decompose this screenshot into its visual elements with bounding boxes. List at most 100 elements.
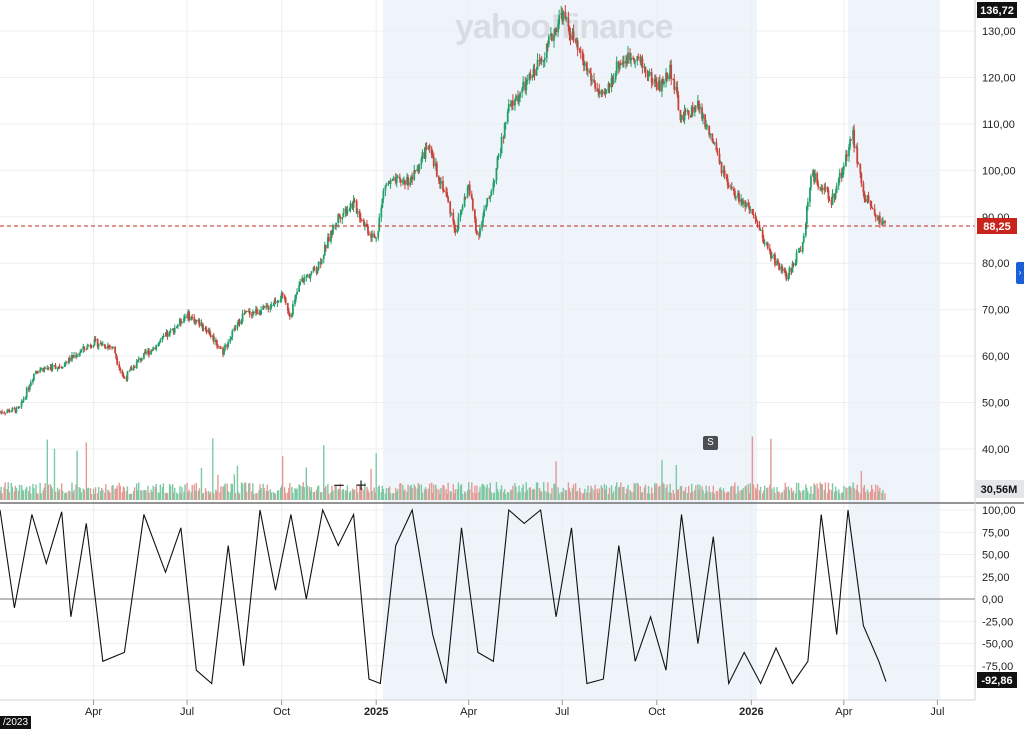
zoom-out-button[interactable]: − (332, 476, 346, 494)
candle-body (790, 267, 793, 273)
candle-body (747, 202, 750, 206)
volume-bar (665, 487, 667, 500)
candle-body (396, 176, 399, 178)
volume-bar (734, 482, 736, 500)
candle-body (763, 243, 766, 245)
zoom-in-button[interactable]: + (354, 476, 368, 494)
candle-body (180, 318, 182, 324)
volume-bar (171, 484, 174, 500)
time-tick-label: Oct (273, 706, 290, 718)
candle-body (766, 243, 769, 249)
candle-body (615, 61, 618, 74)
volume-bar (705, 485, 707, 500)
volume-bar (881, 492, 883, 500)
volume-bar (839, 493, 841, 500)
candle-body (561, 13, 564, 21)
volume-bar (436, 488, 438, 500)
candle-body (856, 147, 859, 164)
candle-body (824, 187, 827, 189)
time-tick-label: Jul (180, 706, 194, 718)
volume-bar (580, 492, 582, 500)
candle-body (207, 329, 210, 333)
candle-body (129, 368, 132, 371)
candle-body (190, 316, 193, 321)
volume-bar (122, 486, 125, 500)
volume-bar (669, 483, 671, 500)
volume-bar (813, 483, 815, 500)
candle-body (80, 349, 83, 353)
candle-body (186, 316, 188, 318)
volume-bar (771, 488, 773, 500)
candle-body (882, 220, 884, 225)
volume-bar (219, 492, 221, 500)
candle-body (632, 57, 635, 59)
candle-body (108, 345, 110, 347)
volume-bar (367, 489, 369, 500)
volume-bar (814, 484, 816, 500)
candle-body (90, 346, 93, 348)
volume-bar (803, 490, 805, 500)
volume-bar (236, 465, 239, 500)
volume-bar (680, 485, 683, 500)
candle-body (454, 228, 457, 233)
candle-body (234, 328, 237, 330)
candle-body (683, 110, 686, 121)
candle-body (250, 314, 253, 316)
volume-bar (524, 492, 526, 500)
candle-body (702, 114, 704, 119)
volume-bar (601, 487, 604, 500)
volume-bar (742, 488, 744, 500)
candle-body (331, 230, 333, 234)
volume-bar (126, 486, 129, 500)
split-event-marker[interactable]: S (703, 436, 718, 450)
candle-body (497, 156, 500, 158)
volume-bar (476, 485, 478, 500)
candle-body (36, 370, 38, 373)
candle-body (741, 199, 744, 205)
volume-bar (20, 485, 23, 500)
candle-body (787, 275, 790, 280)
candle-body (93, 339, 96, 346)
volume-bar (675, 465, 678, 500)
candle-body (89, 345, 92, 347)
candle-body (123, 377, 126, 379)
volume-bar (7, 482, 9, 500)
candle-body (389, 179, 392, 184)
candle-body (693, 106, 696, 113)
volume-bar (474, 485, 476, 500)
candle-body (25, 387, 28, 398)
candle-body (371, 233, 373, 238)
candle-body (58, 366, 61, 368)
side-panel-tab[interactable]: › (1016, 262, 1024, 284)
volume-bar (456, 488, 459, 500)
candle-body (173, 327, 176, 333)
volume-bar (249, 482, 251, 500)
candle-body (871, 207, 874, 210)
volume-bar (164, 492, 167, 500)
volume-bar (371, 490, 373, 500)
volume-bar (776, 487, 778, 500)
candle-body (171, 328, 174, 330)
volume-bar (643, 487, 646, 500)
highlight-band-2026 (848, 0, 940, 700)
volume-bar (511, 490, 513, 500)
candle-body (798, 250, 801, 252)
candle-body (461, 206, 464, 211)
volume-bar (121, 491, 124, 500)
volume-bar (173, 492, 175, 500)
candle-body (495, 168, 498, 181)
candle-body (466, 186, 469, 197)
volume-bar (558, 493, 560, 500)
candle-body (21, 400, 24, 402)
candle-body (258, 313, 260, 315)
candle-body (411, 176, 414, 180)
candle-body (295, 294, 297, 300)
volume-bar (407, 484, 409, 500)
volume-bar (677, 489, 680, 500)
volume-bar (338, 488, 340, 500)
candle-body (172, 328, 175, 333)
volume-bar (821, 484, 823, 500)
candle-body (151, 350, 154, 352)
candle-body (330, 230, 332, 242)
